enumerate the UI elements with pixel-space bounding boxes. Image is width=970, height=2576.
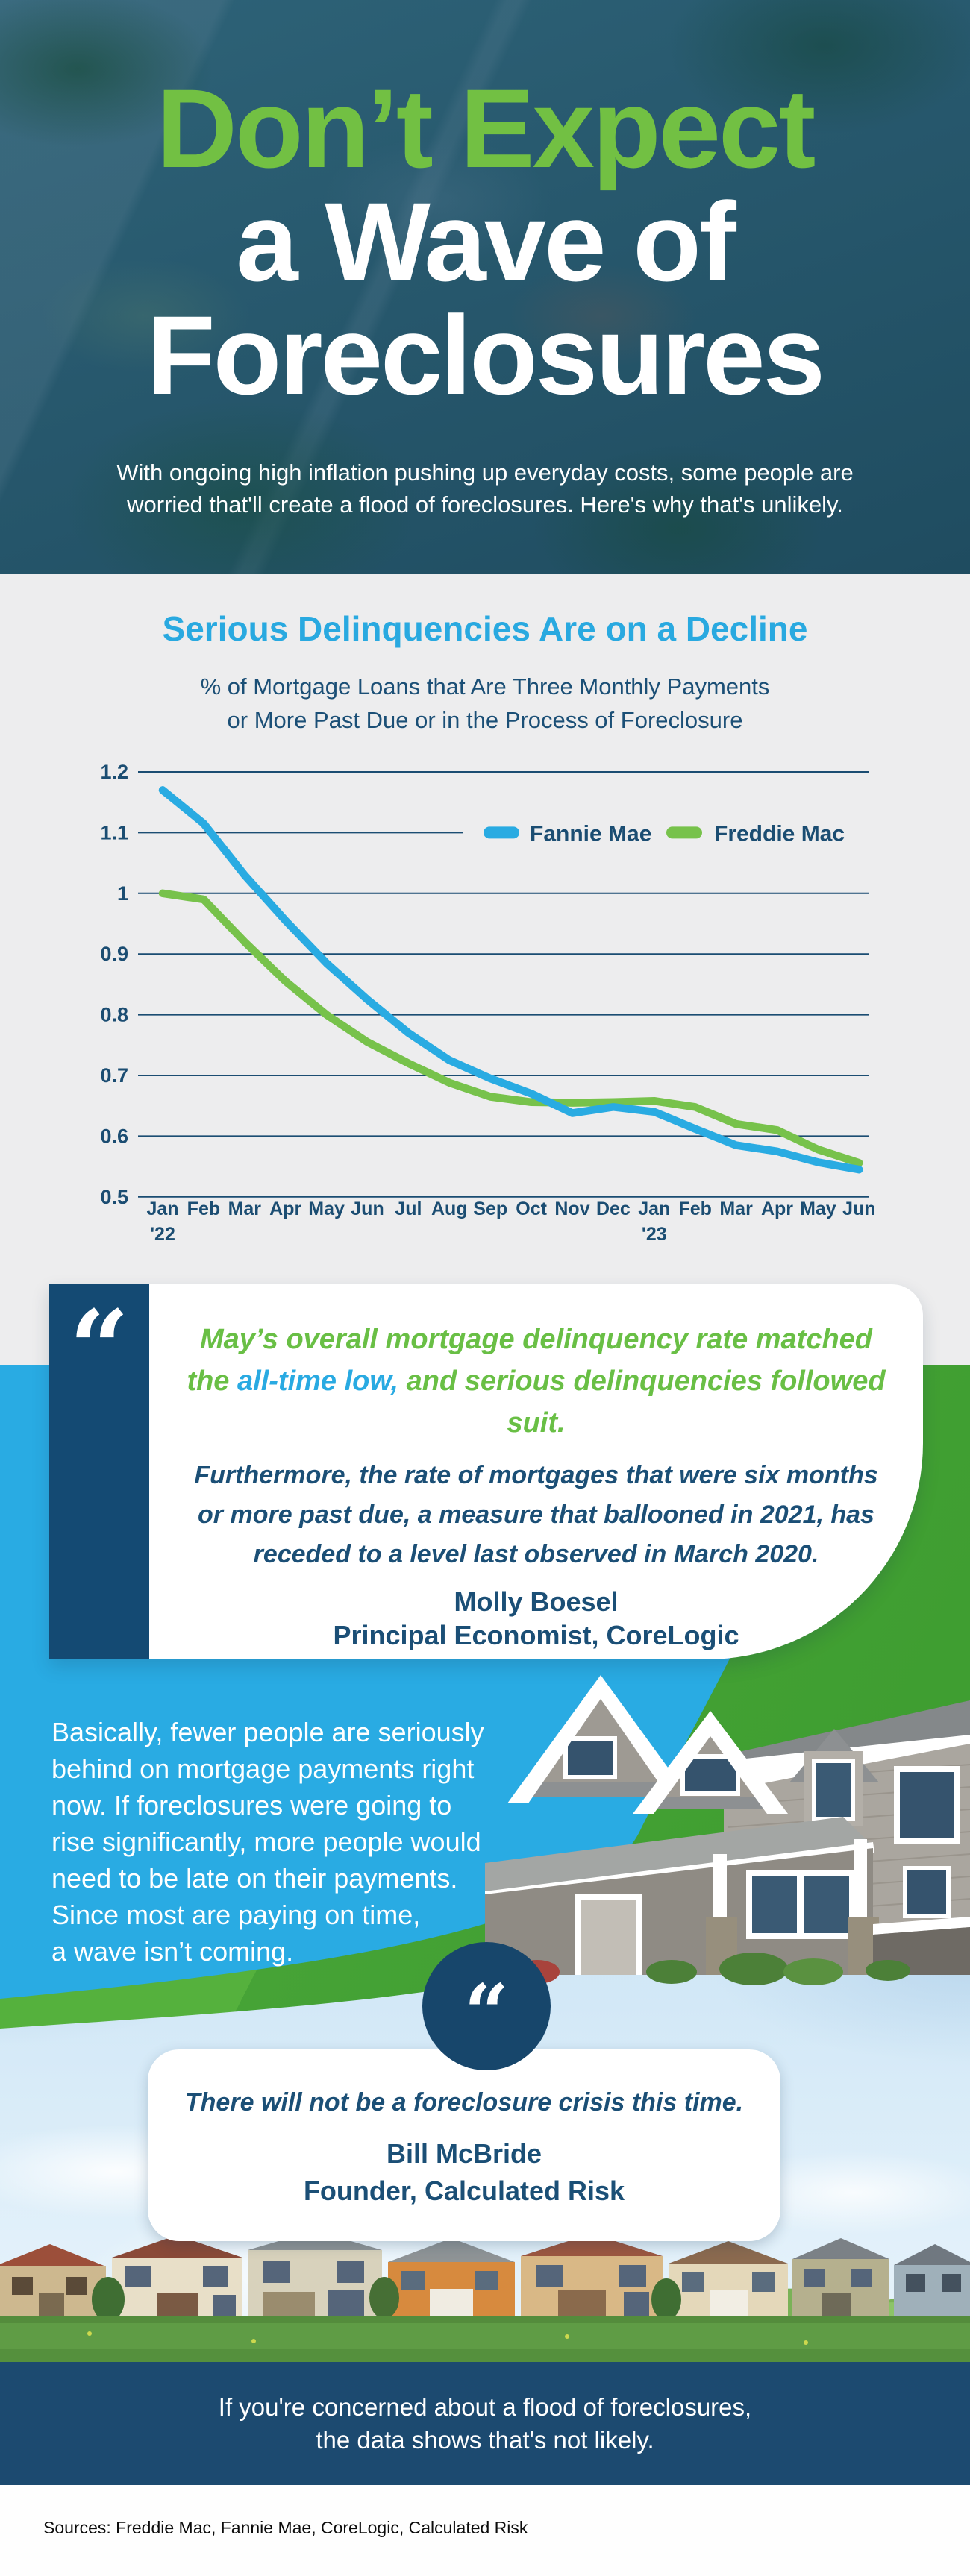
y-tick-0.7: 0.7 bbox=[100, 1064, 128, 1087]
page-title-line1: Don’t Expect bbox=[156, 66, 816, 191]
x-tick-17: Jun bbox=[842, 1199, 875, 1219]
x-tick-12: Jan bbox=[638, 1199, 670, 1219]
footer: Sources: Freddie Mac, Fannie Mae, CoreLo… bbox=[0, 2485, 970, 2576]
y-tick-0.8: 0.8 bbox=[100, 1004, 128, 1026]
x-tick-10: Nov bbox=[554, 1199, 589, 1219]
y-tick-0.9: 0.9 bbox=[100, 943, 128, 965]
page-title-line3: Foreclosures bbox=[146, 292, 825, 418]
y-tick-1.2: 1.2 bbox=[100, 761, 128, 783]
quote-card-calculatedrisk: There will not be a foreclosure crisis t… bbox=[148, 2049, 780, 2241]
y-tick-1: 1 bbox=[117, 882, 128, 905]
x-tick-15: Apr bbox=[761, 1199, 793, 1219]
house-photo bbox=[485, 1675, 970, 1985]
legend-label-freddie-mac: Freddie Mac bbox=[714, 821, 845, 846]
x-tick-2: Mar bbox=[228, 1199, 262, 1219]
quote-card-corelogic: “ May’s overall mortgage delinquency rat… bbox=[49, 1284, 923, 1659]
quote-author-name: Bill McBride bbox=[386, 2138, 542, 2169]
quote-attribution: Molly Boesel Principal Economist, CoreLo… bbox=[179, 1585, 893, 1652]
x-tick-0: Jan bbox=[146, 1199, 178, 1219]
legend-label-fannie-mae: Fannie Mae bbox=[530, 821, 651, 846]
y-tick-0.6: 0.6 bbox=[100, 1125, 128, 1147]
series-line-freddie-mac bbox=[158, 889, 863, 1167]
x-year-22: '22 bbox=[150, 1224, 175, 1245]
quote-card-content: May’s overall mortgage delinquency rate … bbox=[149, 1284, 923, 1659]
conclusion-text: If you're concerned about a flood of for… bbox=[218, 2393, 752, 2454]
x-tick-9: Oct bbox=[516, 1199, 547, 1219]
x-tick-13: Feb bbox=[678, 1199, 711, 1219]
x-tick-8: Sep bbox=[473, 1199, 507, 1219]
y-tick-1.1: 1.1 bbox=[100, 821, 128, 844]
open-double-quote-icon: “ bbox=[464, 1967, 509, 2058]
x-tick-4: May bbox=[308, 1199, 345, 1219]
x-tick-3: Apr bbox=[269, 1199, 301, 1219]
x-tick-16: May bbox=[800, 1199, 836, 1219]
x-tick-7: Aug bbox=[431, 1199, 468, 1219]
quote-green-post: and serious delinquencies followed suit. bbox=[398, 1366, 886, 1439]
legend-swatch-freddie-mac bbox=[666, 826, 702, 839]
quote-author-name: Molly Boesel bbox=[454, 1586, 619, 1617]
quote-circle-badge: “ bbox=[422, 1942, 551, 2070]
neighborhood-photo bbox=[0, 2231, 970, 2362]
x-tick-11: Dec bbox=[596, 1199, 630, 1219]
quote-attribution: Bill McBride Founder, Calculated Risk bbox=[148, 2135, 780, 2210]
conclusion-band: If you're concerned about a flood of for… bbox=[0, 2362, 970, 2485]
quote-card-sidebar: “ bbox=[49, 1284, 149, 1659]
series-line-fannie-mae bbox=[158, 786, 863, 1174]
quote-highlight-text: May’s overall mortgage delinquency rate … bbox=[179, 1319, 893, 1444]
x-tick-6: Jul bbox=[395, 1199, 422, 1219]
quote-body-text: Furthermore, the rate of mortgages that … bbox=[194, 1461, 878, 1568]
x-tick-1: Feb bbox=[187, 1199, 220, 1219]
quote-green-pre: May’s overall mortgage delinquency rate … bbox=[187, 1324, 873, 1397]
y-tick-0.5: 0.5 bbox=[100, 1186, 128, 1208]
quote-blue-highlight: all-time low, bbox=[237, 1366, 399, 1397]
sources-text: Sources: Freddie Mac, Fannie Mae, CoreLo… bbox=[43, 2518, 528, 2537]
x-tick-5: Jun bbox=[351, 1199, 384, 1219]
mid-paragraph: Basically, fewer people are seriously be… bbox=[51, 1717, 484, 1967]
chart-title: Serious Delinquencies Are on a Decline bbox=[162, 609, 808, 648]
hero-section: Don’t Expect a Wave of Foreclosures With… bbox=[0, 0, 970, 574]
chart-subtitle: % of Mortgage Loans that Are Three Month… bbox=[200, 673, 770, 733]
quote-author-role: Principal Economist, CoreLogic bbox=[333, 1620, 739, 1650]
page-title-line2: a Wave of bbox=[236, 179, 736, 304]
page-title: Don’t Expect a Wave of Foreclosures bbox=[0, 72, 970, 412]
quote-author-role: Founder, Calculated Risk bbox=[303, 2176, 625, 2206]
hero-subtitle: With ongoing high inflation pushing up e… bbox=[116, 459, 854, 518]
quote-text: There will not be a foreclosure crisis t… bbox=[184, 2088, 744, 2117]
legend-swatch-fannie-mae bbox=[484, 826, 519, 839]
x-tick-14: Mar bbox=[719, 1199, 753, 1219]
open-double-quote-icon: “ bbox=[69, 1288, 130, 1410]
chart-section: Serious Delinquencies Are on a Decline %… bbox=[0, 574, 970, 1365]
x-year-23: '23 bbox=[642, 1224, 667, 1245]
delinquency-line-chart: 1.2 1.1 1 0.9 0.8 0.7 0.6 0.5 Jan Feb Mar Apr May Jun… bbox=[100, 761, 875, 1245]
